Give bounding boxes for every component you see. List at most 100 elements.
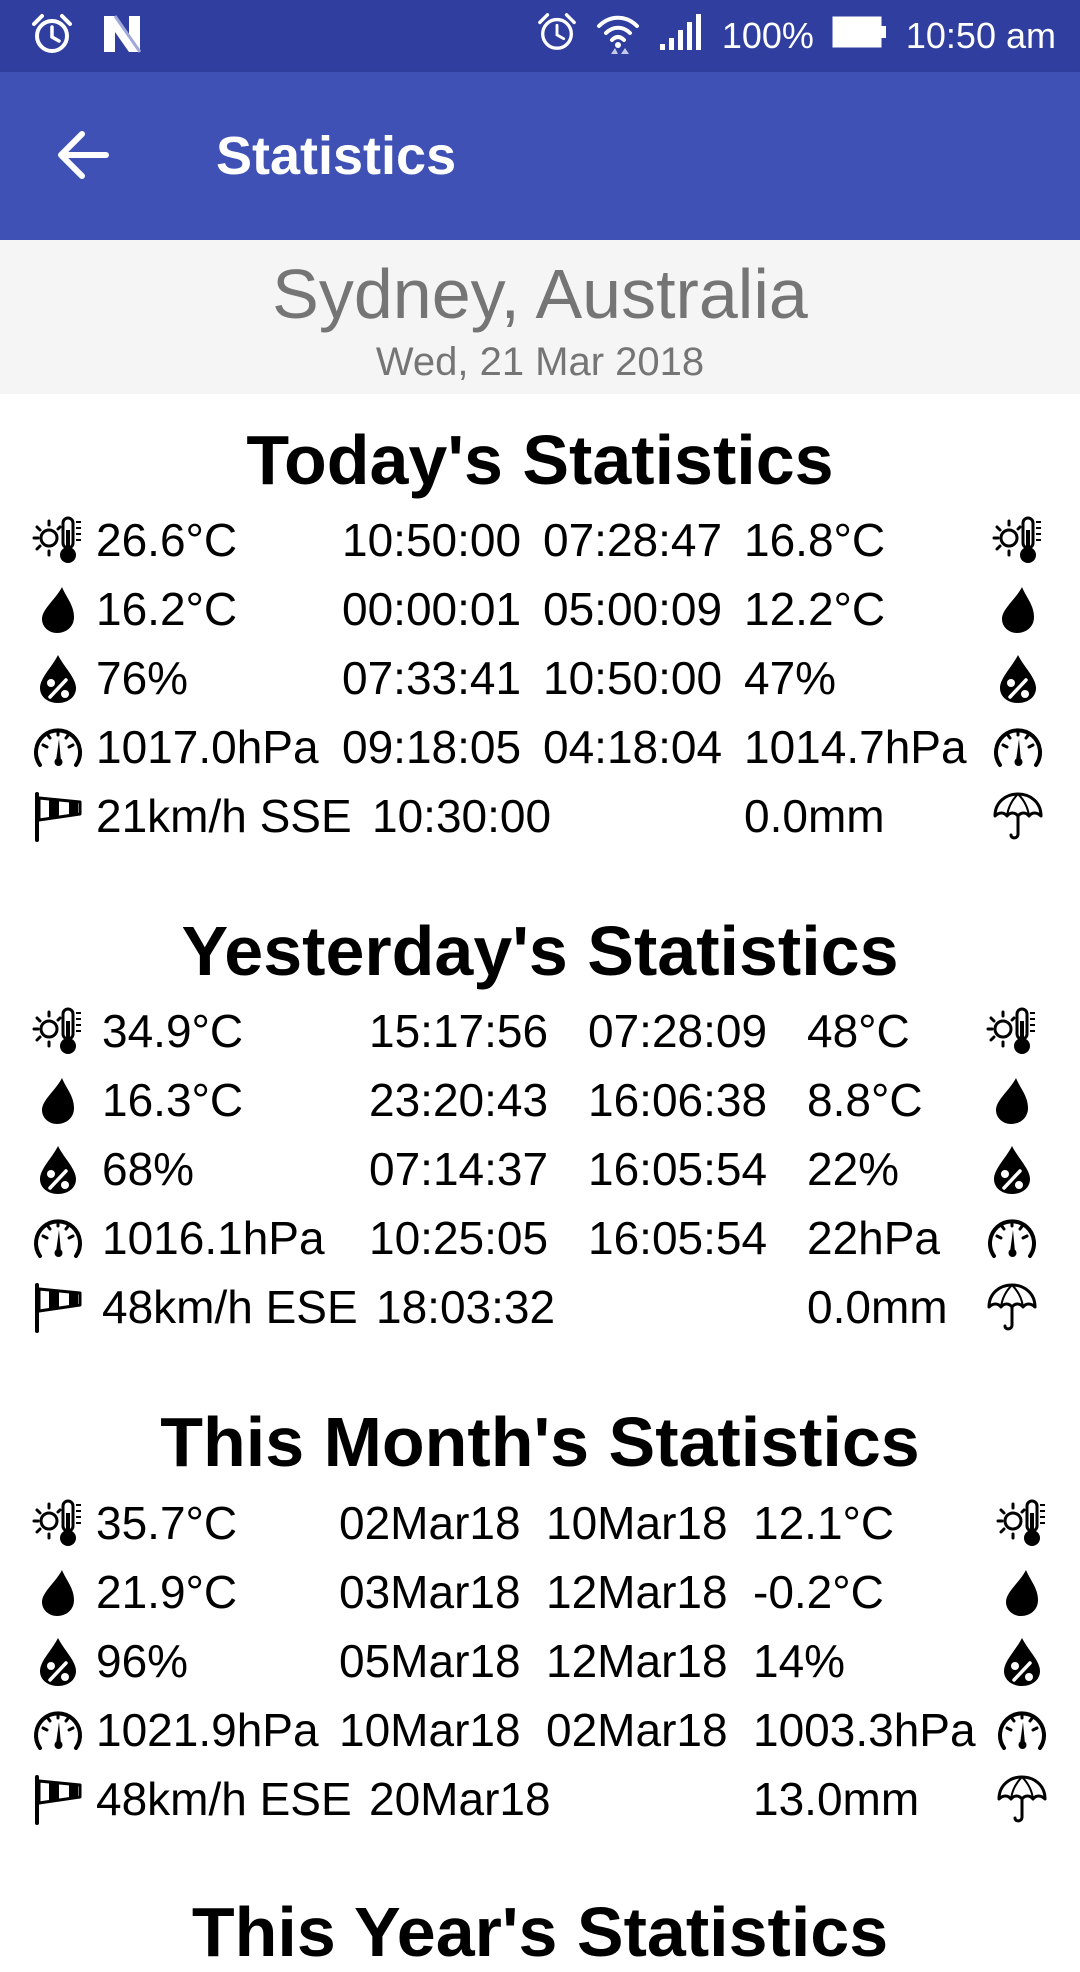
- yesterday-hum-high-time: 07:14:37: [369, 1143, 549, 1195]
- today-dew-low: 12.2°C: [744, 583, 886, 635]
- clock-time: 10:50 am: [905, 15, 1056, 56]
- thermometer-sun-icon: [986, 1005, 1038, 1057]
- yesterday-wind-time: 18:03:32: [376, 1281, 556, 1333]
- section-title-today: Today's Statistics: [246, 421, 834, 499]
- drop-icon: [32, 583, 84, 635]
- section-title-yesterday: Yesterday's Statistics: [181, 912, 899, 990]
- humidity-drop-icon: [32, 1635, 84, 1687]
- location-date: Wed, 21 Mar 2018: [375, 340, 705, 384]
- umbrella-icon: [996, 1773, 1048, 1825]
- today-temperature-row: 26.6°C 10:50:00 07:28:47 16.8°C: [0, 508, 1080, 572]
- month-humidity-row: 96% 05Mar18 12Mar18 14%: [0, 1629, 1080, 1693]
- drop-icon: [32, 1566, 84, 1618]
- yesterday-dew-high: 16.3°C: [102, 1074, 244, 1126]
- barometer-icon: [996, 1704, 1048, 1756]
- today-temp-high-time: 10:50:00: [342, 514, 522, 566]
- yesterday-wind: 48km/h ESE: [102, 1281, 358, 1333]
- humidity-drop-icon: [32, 652, 84, 704]
- yesterday-temperature-row: 34.9°C 15:17:56 07:28:09 48°C: [0, 999, 1080, 1063]
- month-dew-high: 21.9°C: [96, 1566, 238, 1618]
- month-dew-low-time: 12Mar18: [546, 1566, 728, 1618]
- drop-icon: [986, 1074, 1038, 1126]
- today-dew-high-time: 00:00:01: [342, 583, 522, 635]
- yesterday-hum-low-time: 16:05:54: [588, 1143, 768, 1195]
- today-hum-high: 76%: [96, 652, 189, 704]
- today-pressure-row: 1017.0hPa 09:18:05 04:18:04 1014.7hPa: [0, 715, 1080, 779]
- location-header: Sydney, Australia Wed, 21 Mar 2018: [0, 240, 1080, 394]
- month-pres-high: 1021.9hPa: [96, 1704, 319, 1756]
- today-temp-low: 16.8°C: [744, 514, 886, 566]
- month-dew-low: -0.2°C: [753, 1566, 884, 1618]
- month-hum-high: 96%: [96, 1635, 189, 1687]
- section-title-month: This Month's Statistics: [160, 1403, 920, 1481]
- month-wind-time: 20Mar18: [369, 1773, 551, 1825]
- today-hum-low-time: 10:50:00: [543, 652, 723, 704]
- today-hum-high-time: 07:33:41: [342, 652, 522, 704]
- month-hum-low-time: 12Mar18: [546, 1635, 728, 1687]
- yesterday-temp-high-time: 15:17:56: [369, 1005, 549, 1057]
- barometer-icon: [32, 1212, 84, 1264]
- today-dew-low-time: 05:00:09: [543, 583, 723, 635]
- yesterday-temp-high: 34.9°C: [102, 1005, 244, 1057]
- humidity-drop-icon: [32, 1143, 84, 1195]
- month-temperature-row: 35.7°C 02Mar18 10Mar18 12.1°C: [0, 1491, 1080, 1555]
- drop-icon: [32, 1074, 84, 1126]
- alarm-icon: [536, 11, 578, 62]
- yesterday-hum-high: 68%: [102, 1143, 195, 1195]
- umbrella-icon: [986, 1281, 1038, 1333]
- yesterday-temp-low-time: 07:28:09: [588, 1005, 768, 1057]
- umbrella-icon: [992, 790, 1044, 842]
- today-humidity-row: 76% 07:33:41 10:50:00 47%: [0, 646, 1080, 710]
- yesterday-temp-low: 48°C: [807, 1005, 910, 1057]
- yesterday-pres-low-time: 16:05:54: [588, 1212, 768, 1264]
- barometer-icon: [32, 1704, 84, 1756]
- today-temp-low-time: 07:28:47: [543, 514, 723, 566]
- today-pres-high-time: 09:18:05: [342, 721, 522, 773]
- wifi-icon: [596, 10, 640, 63]
- yesterday-pres-low: 22hPa: [807, 1212, 941, 1264]
- today-pres-high: 1017.0hPa: [96, 721, 319, 773]
- location-city: Sydney, Australia: [272, 255, 808, 333]
- today-wind: 21km/h SSE: [96, 790, 352, 842]
- arrow-left-icon[interactable]: [52, 122, 118, 188]
- n-notification-icon: [100, 12, 144, 61]
- month-pres-high-time: 10Mar18: [339, 1704, 521, 1756]
- thermometer-sun-icon: [992, 514, 1044, 566]
- month-hum-high-time: 05Mar18: [339, 1635, 521, 1687]
- yesterday-pres-high: 1016.1hPa: [102, 1212, 325, 1264]
- windsock-icon: [32, 1281, 84, 1333]
- month-temp-high-time: 02Mar18: [339, 1497, 521, 1549]
- thermometer-sun-icon: [32, 1005, 84, 1057]
- drop-icon: [992, 583, 1044, 635]
- yesterday-dew-low-time: 16:06:38: [588, 1074, 768, 1126]
- drop-icon: [996, 1566, 1048, 1618]
- month-rain: 13.0mm: [753, 1773, 920, 1825]
- signal-icon: [658, 12, 704, 61]
- status-bar: 100% 10:50 am: [0, 0, 1080, 72]
- battery-percent: 100%: [721, 15, 814, 56]
- today-dew-high: 16.2°C: [96, 583, 238, 635]
- month-wind: 48km/h ESE: [96, 1773, 352, 1825]
- windsock-icon: [32, 1773, 84, 1825]
- section-title-year: This Year's Statistics: [191, 1893, 889, 1971]
- app-bar: Statistics: [0, 72, 1080, 240]
- month-temp-low: 12.1°C: [753, 1497, 895, 1549]
- month-dew-high-time: 03Mar18: [339, 1566, 521, 1618]
- windsock-icon: [32, 790, 84, 842]
- month-pres-low: 1003.3hPa: [753, 1704, 976, 1756]
- yesterday-hum-low: 22%: [807, 1143, 900, 1195]
- yesterday-rain: 0.0mm: [807, 1281, 948, 1333]
- battery-icon: [832, 15, 888, 57]
- yesterday-pres-high-time: 10:25:05: [369, 1212, 549, 1264]
- month-pres-low-time: 02Mar18: [546, 1704, 728, 1756]
- today-pres-low-time: 04:18:04: [543, 721, 723, 773]
- today-wind-time: 10:30:00: [372, 790, 552, 842]
- today-pres-low: 1014.7hPa: [744, 721, 967, 773]
- yesterday-wind-row: 48km/h ESE 18:03:32 0.0mm: [0, 1275, 1080, 1339]
- month-pressure-row: 1021.9hPa 10Mar18 02Mar18 1003.3hPa: [0, 1698, 1080, 1762]
- barometer-icon: [986, 1212, 1038, 1264]
- yesterday-dew-high-time: 23:20:43: [369, 1074, 549, 1126]
- humidity-drop-icon: [986, 1143, 1038, 1195]
- humidity-drop-icon: [996, 1635, 1048, 1687]
- month-hum-low: 14%: [753, 1635, 846, 1687]
